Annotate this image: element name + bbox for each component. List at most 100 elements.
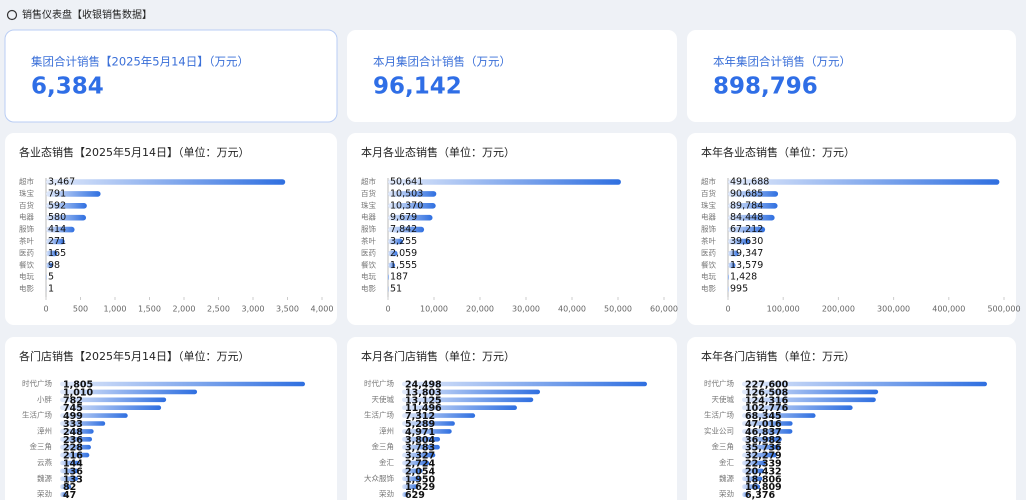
x-tick-label: 500 [73,305,88,314]
bar [728,286,729,292]
category-label: 天使城 [712,394,735,404]
category-label: 医药 [19,247,34,257]
x-tick-label: 30,000 [512,305,540,314]
value-label: 126,508 [745,387,789,398]
header-title: 销售仪表盘【收银销售数据】 [22,8,152,21]
value-label: 2,054 [405,466,435,477]
category-label: 茶叶 [361,236,376,246]
bar [60,389,198,395]
value-label: 333 [63,419,83,430]
kpi-label: 本年集团合计销售（万元） [713,55,851,69]
bar [60,460,80,466]
value-label: 3,467 [48,177,75,188]
category-label: 电影 [361,283,376,293]
x-tick-label: 20,000 [466,305,494,314]
kpi-value: 96,142 [373,74,462,100]
x-tick-label: 1,000 [104,305,127,314]
x-tick-label: 500,000 [987,305,1020,314]
bar [388,238,403,245]
value-label: 414 [48,224,66,235]
chart-title: 本月各门店销售（单位：万元） [361,349,515,363]
value-label: 68,345 [745,411,782,422]
x-tick-label: 60,000 [650,305,678,314]
category-label: 餐饮 [701,259,716,269]
category-label: 餐饮 [19,259,34,269]
bar [388,191,437,197]
category-label: 珠宝 [361,200,376,210]
x-tick-label: 0 [385,305,390,314]
bar [742,492,749,497]
value-label: 67,212 [730,224,763,235]
category-label: 荣劲 [37,489,52,499]
x-tick-label: 1,500 [138,305,161,314]
bar [388,179,621,185]
value-label: 10,370 [390,200,423,211]
category-label: 荣劲 [719,489,734,499]
value-label: 136 [63,466,83,477]
category-label: 电玩 [361,271,376,281]
category-label: 金三角 [30,441,53,451]
value-label: 2,059 [390,248,417,259]
x-tick-label: 300,000 [877,305,910,314]
category-label: 魏源 [719,473,734,483]
bar [402,381,647,387]
value-label: 32,279 [745,451,782,462]
category-label: 电影 [19,283,34,293]
bar [402,429,452,434]
bar [742,444,781,450]
bar [60,413,128,418]
bar [402,452,436,458]
category-label: 荣劲 [379,489,394,499]
bar [46,250,58,257]
category-label: 生活广场 [704,410,734,420]
category-label: 金汇 [379,457,394,467]
value-label: 9,679 [390,212,417,223]
value-label: 22,339 [745,459,782,470]
category-label: 医药 [361,247,376,257]
bar [60,492,67,497]
bar [60,476,79,482]
bar [402,460,430,466]
bar [742,460,767,466]
category-label: 茶叶 [19,236,34,246]
x-tick-label: 2,500 [207,305,230,314]
x-tick-label: 0 [725,305,730,314]
kpi-card [347,30,677,122]
bar [402,421,455,426]
bar [742,421,793,426]
category-label: 时代广场 [22,378,52,388]
x-tick-label: 200,000 [822,305,855,314]
chart-title: 本月各业态销售（单位：万元） [361,145,515,159]
bar [60,397,167,403]
category-label: 服饰 [19,224,34,234]
value-label: 13,579 [730,260,763,271]
value-label: 13,125 [405,395,442,406]
x-tick-label: 3,000 [242,305,265,314]
bar [402,468,423,474]
category-label: 百货 [361,188,376,198]
bar [388,274,389,280]
value-label: 5 [48,272,54,283]
value-label: 499 [63,411,83,422]
category-label: 金汇 [719,457,734,467]
bar [388,262,396,269]
bar [60,405,162,410]
value-label: 1,629 [405,482,435,493]
value-label: 1,950 [405,474,435,485]
category-label: 电影 [701,283,716,293]
category-label: 珠宝 [701,200,716,210]
bar [388,250,398,257]
value-label: 51 [390,284,402,295]
x-tick-label: 50,000 [604,305,632,314]
bar [402,413,476,418]
value-label: 4,971 [405,427,435,438]
category-label: 天使城 [372,394,395,404]
bar [728,226,766,233]
category-label: 服饰 [361,224,376,234]
bar [742,484,761,489]
value-label: 16,809 [745,482,782,493]
bar [60,381,305,387]
value-label: 24,498 [405,380,442,391]
x-tick-label: 0 [43,305,48,314]
value-label: 1,428 [730,272,757,283]
